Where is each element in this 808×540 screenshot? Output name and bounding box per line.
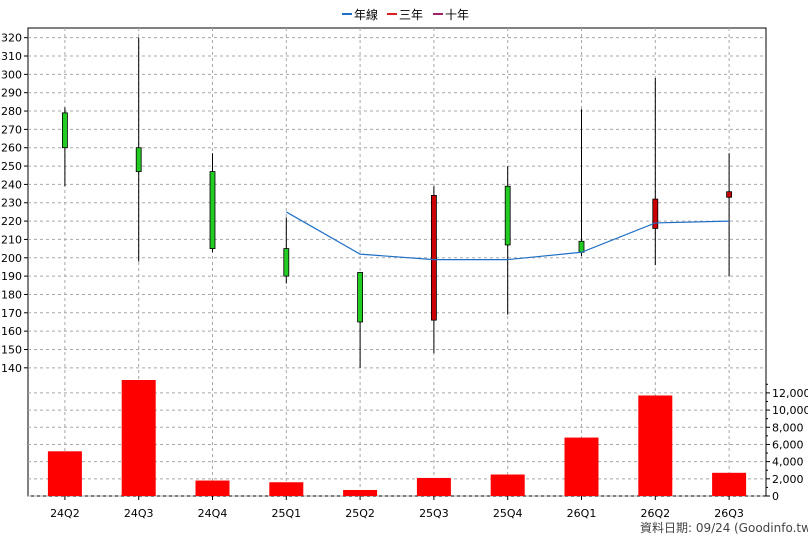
price-tick-label: 250	[1, 160, 22, 173]
volume-bar	[638, 395, 673, 496]
footer-source: (Goodinfo.tw)	[734, 521, 808, 535]
price-tick-label: 230	[1, 197, 22, 210]
legend-label: 年線	[354, 7, 378, 22]
annual-line-series	[286, 211, 730, 261]
volume-tick-label: 8,000	[772, 421, 804, 434]
price-tick-label: 320	[1, 32, 22, 45]
x-tick-label: 26Q2	[640, 507, 670, 520]
legend-label: 十年	[445, 8, 469, 22]
candle-body	[209, 171, 216, 250]
volume-bar	[269, 482, 304, 496]
x-tick-label: 25Q1	[271, 507, 301, 520]
legend-label: 三年	[399, 8, 423, 22]
volume-bar	[416, 477, 451, 496]
price-tick-label: 190	[1, 270, 22, 283]
volume-tick-label: 6,000	[772, 438, 804, 451]
x-tick-label: 26Q1	[567, 507, 597, 520]
price-tick-label: 220	[1, 215, 22, 228]
volume-bar	[195, 480, 230, 496]
price-tick-label: 170	[1, 307, 22, 320]
volume-bar	[121, 380, 156, 496]
volume-bar	[490, 474, 525, 496]
volume-tick-label: 2,000	[772, 473, 804, 486]
price-tick-label: 210	[1, 233, 22, 246]
volume-bar	[47, 451, 82, 496]
footer-date: 資料日期: 09/24	[640, 521, 730, 535]
price-tick-label: 200	[1, 252, 22, 265]
price-tick-label: 290	[1, 87, 22, 100]
x-tick-label: 26Q3	[714, 507, 744, 520]
volume-tick-label: 4,000	[772, 456, 804, 469]
price-tick-label: 180	[1, 288, 22, 301]
candle-body	[578, 240, 585, 253]
volume-bar	[564, 437, 599, 496]
x-tick-label: 25Q3	[419, 507, 449, 520]
x-tick-label: 25Q4	[493, 507, 523, 520]
x-axis: 24Q2 24Q3 24Q4 25Q1 25Q2 25Q3 25Q4 26Q1 26Q2 26Q3	[50, 496, 744, 520]
x-tick-label: 24Q3	[124, 507, 154, 520]
annual-line	[286, 211, 730, 261]
candle-body	[652, 198, 659, 229]
price-tick-label: 150	[1, 343, 22, 356]
legend: 年線 三年 十年	[342, 7, 469, 22]
volume-bar	[712, 472, 747, 496]
volume-axis: 0 2,000 4,000 6,000 8,000 10,000 12,000	[766, 383, 808, 503]
candle-body	[135, 147, 142, 172]
candle-body	[430, 195, 437, 321]
price-tick-label: 310	[1, 50, 22, 63]
price-tick-label: 160	[1, 325, 22, 338]
price-tick-label: 300	[1, 68, 22, 81]
candle-body	[283, 248, 290, 277]
volume-tick-label: 10,000	[772, 404, 808, 417]
x-tick-label: 24Q2	[50, 507, 80, 520]
price-tick-label: 270	[1, 123, 22, 136]
candle-body	[726, 191, 732, 198]
x-tick-label: 25Q2	[345, 507, 375, 520]
volume-bars	[47, 380, 747, 496]
candle-body	[62, 112, 68, 149]
price-tick-label: 140	[1, 362, 22, 375]
price-tick-label: 280	[1, 105, 22, 118]
candles	[62, 37, 732, 368]
candle-body	[357, 272, 364, 323]
volume-bar	[343, 489, 378, 496]
price-tick-label: 260	[1, 142, 22, 155]
price-axis: 140 150 160 170 180 190 200 210 220 230 240 250 260 2…	[1, 32, 28, 375]
volume-tick-label: 0	[772, 490, 779, 503]
volume-tick-label: 12,000	[772, 387, 808, 400]
candle-body	[504, 185, 511, 246]
price-tick-label: 240	[1, 178, 22, 191]
x-tick-label: 24Q4	[198, 507, 228, 520]
